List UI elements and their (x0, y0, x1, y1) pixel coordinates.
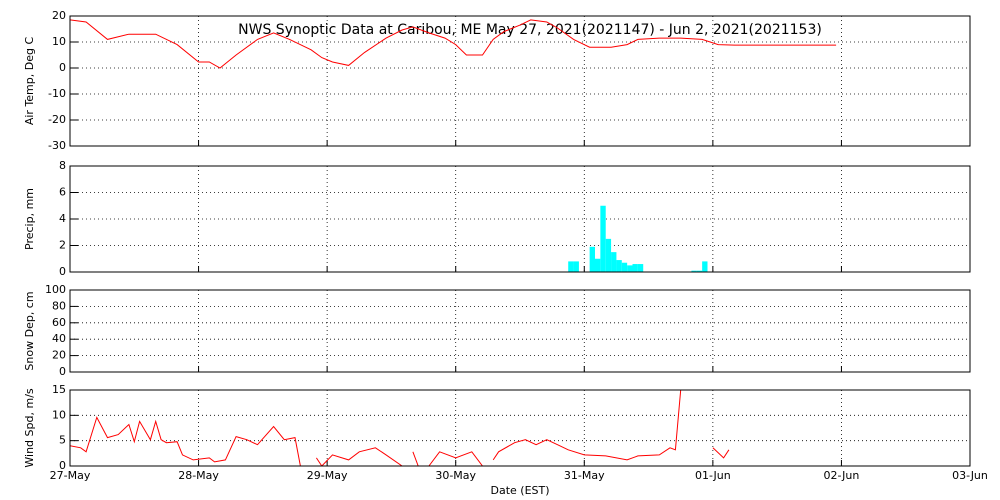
y-tick-label: 8 (59, 159, 66, 172)
bar (605, 238, 612, 272)
bar (702, 261, 708, 272)
y-tick-label: 5 (59, 434, 66, 447)
chart-title: NWS Synoptic Data at Caribou, ME May 27,… (238, 22, 822, 38)
x-tick-label: 30-May (435, 469, 476, 482)
y-tick-label: 20 (52, 349, 66, 362)
y-tick-label: 60 (52, 316, 66, 329)
x-tick-label: 31-May (564, 469, 605, 482)
bar (691, 270, 697, 272)
y-tick-label: 80 (52, 299, 66, 312)
bar (568, 261, 574, 272)
bar (573, 261, 579, 272)
bar (621, 262, 628, 272)
y-tick-label: 15 (52, 383, 66, 396)
bar (696, 270, 703, 272)
bar (637, 264, 644, 272)
bar (632, 264, 638, 272)
bar (589, 246, 595, 272)
y-tick-label: 10 (52, 408, 66, 421)
x-axis-label: Date (EST) (490, 484, 549, 497)
y-tick-label: 2 (59, 239, 66, 252)
bar (627, 265, 633, 272)
x-tick-label: 28-May (178, 469, 219, 482)
x-tick-label: 29-May (307, 469, 348, 482)
y-tick-label: -20 (48, 113, 66, 126)
y-tick-label: 0 (59, 365, 66, 378)
x-tick-label: 01-Jun (695, 469, 731, 482)
x-tick-label: 03-Jun (952, 469, 988, 482)
frame (69, 289, 971, 373)
y-axis-label: Snow Dep, cm (23, 291, 36, 370)
y-tick-label: 20 (52, 9, 66, 22)
y-tick-label: 4 (59, 212, 66, 225)
x-tick-label: 02-Jun (824, 469, 860, 482)
y-tick-label: 0 (59, 61, 66, 74)
bar (611, 252, 617, 272)
bar (616, 260, 622, 272)
frame (69, 165, 971, 273)
y-tick-label: 0 (59, 265, 66, 278)
data-line (70, 390, 730, 466)
data-line (70, 19, 837, 69)
y-tick-label: -10 (48, 87, 66, 100)
y-tick-label: 40 (52, 332, 66, 345)
x-tick-label: 27-May (50, 469, 91, 482)
y-tick-label: 0 (59, 459, 66, 472)
bar (600, 205, 606, 272)
y-tick-label: -30 (48, 139, 66, 152)
frame (69, 389, 971, 467)
y-tick-label: 6 (59, 186, 66, 199)
y-tick-label: 10 (52, 35, 66, 48)
y-axis-label: Wind Spd, m/s (23, 388, 36, 468)
bar (595, 258, 601, 272)
y-axis-label: Precip, mm (23, 188, 36, 250)
y-tick-label: 100 (45, 283, 66, 296)
frame (69, 15, 971, 147)
y-axis-label: Air Temp, Deg C (23, 37, 36, 126)
